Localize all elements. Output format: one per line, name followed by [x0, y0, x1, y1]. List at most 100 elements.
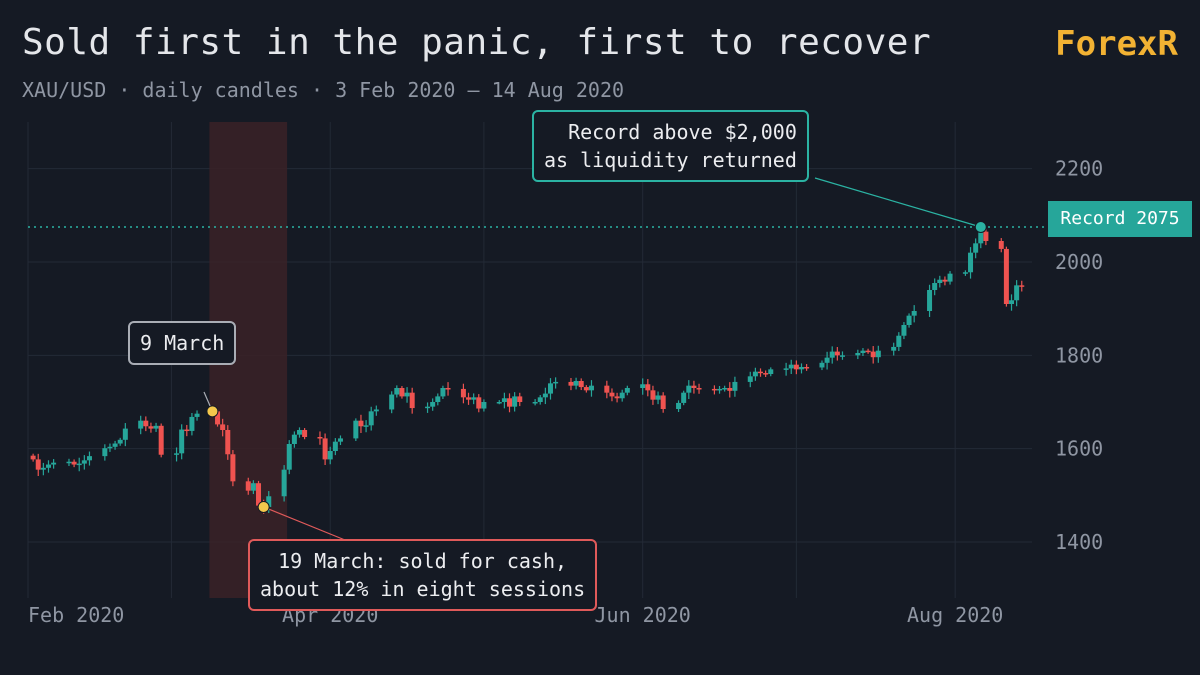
candle-body — [732, 381, 738, 391]
y-tick-label: 1800 — [1055, 343, 1103, 367]
candle-body — [614, 396, 620, 399]
candle-body — [839, 355, 845, 357]
march19-callout-line-1: 19 March: sold for cash, — [278, 549, 568, 573]
candle-body — [547, 383, 553, 394]
candle-body — [553, 381, 559, 384]
record-marker — [974, 221, 987, 233]
record-callout-line-1: Record above $2,000 — [568, 120, 797, 144]
candle-body — [650, 390, 656, 400]
candle-body — [532, 402, 538, 404]
candle-body — [399, 388, 405, 397]
candle-body — [466, 397, 472, 400]
chart-title: Sold first in the panic, first to recove… — [22, 22, 932, 63]
candle-body — [122, 428, 128, 440]
candle-body — [783, 368, 789, 370]
candle-body — [220, 424, 226, 430]
candle-body — [932, 283, 938, 290]
candle-body — [40, 467, 46, 470]
candle-body — [717, 388, 723, 391]
y-tick-label: 2000 — [1055, 250, 1103, 274]
x-tick-label: Feb 2020 — [28, 603, 124, 627]
candle-body — [542, 393, 548, 398]
candle-body — [496, 402, 502, 404]
candle-body — [76, 463, 82, 466]
candle-body — [937, 279, 943, 283]
candle-body — [691, 385, 697, 388]
record-callout-line-2: as liquidity returned — [544, 148, 797, 172]
candle-body — [798, 367, 804, 370]
candle-body — [829, 351, 835, 358]
candle-body — [184, 429, 190, 432]
candle-body — [481, 402, 487, 409]
candle-body — [573, 381, 579, 386]
candle-body — [588, 385, 594, 391]
candle-body — [640, 384, 646, 388]
candle-body — [865, 350, 871, 353]
candle-body — [112, 443, 118, 447]
candle-body — [86, 456, 92, 461]
candle-body — [245, 481, 251, 491]
candle-body — [327, 451, 333, 460]
candle-body — [676, 402, 682, 409]
candle-body — [1009, 300, 1015, 304]
candle-body — [686, 385, 692, 393]
candle-body — [102, 448, 108, 457]
candle-body — [215, 411, 221, 425]
candle-body — [752, 371, 758, 377]
candle-body — [445, 388, 451, 390]
candle-body — [947, 273, 953, 282]
candle-body — [332, 441, 338, 451]
candle-body — [337, 438, 343, 442]
candle-body — [824, 357, 830, 363]
candle-body — [722, 388, 728, 390]
candle-body — [158, 425, 164, 455]
candle-body — [768, 369, 774, 374]
candle-body — [860, 350, 866, 353]
candle-body — [179, 429, 185, 454]
candle-body — [266, 496, 272, 507]
candle-body — [256, 483, 262, 506]
candle-body — [788, 364, 794, 369]
candle-body — [138, 420, 144, 429]
candle-body — [230, 454, 236, 482]
candles — [30, 227, 1025, 514]
candle-body — [107, 446, 113, 449]
candle-body — [747, 376, 753, 382]
candle-body — [435, 396, 441, 402]
record-leader — [814, 177, 981, 228]
candle-body — [153, 425, 159, 429]
candle-body — [1014, 285, 1020, 301]
leader-lines — [203, 177, 981, 541]
candle-body — [425, 406, 431, 409]
candle-body — [793, 364, 799, 370]
candle-body — [896, 335, 902, 347]
record-badge: Record 2075 — [1048, 201, 1192, 237]
candle-body — [906, 315, 912, 325]
candle-body — [655, 395, 661, 400]
candle-body — [583, 387, 589, 391]
candle-body — [35, 459, 41, 470]
candle-body — [291, 434, 297, 444]
candle-body — [619, 392, 625, 399]
candle-body — [609, 392, 615, 397]
y-axis-ticks: 1400 1600 1800 2000 2200 — [1055, 157, 1103, 554]
march19-callout-line-2: about 12% in eight sessions — [260, 577, 586, 601]
candle-body — [973, 243, 979, 253]
candle-body — [537, 397, 543, 402]
candle-body — [225, 430, 231, 455]
candle-body — [430, 402, 436, 407]
candle-body — [302, 430, 308, 437]
candle-body — [476, 397, 482, 409]
candle-body — [194, 413, 200, 417]
candle-body — [1003, 248, 1009, 304]
candle-body — [45, 464, 51, 468]
candle-body — [819, 362, 825, 368]
candle-body — [901, 325, 907, 336]
candle-body — [875, 350, 881, 358]
candle-body — [891, 346, 897, 351]
candle-body — [804, 367, 810, 369]
candle-body — [317, 437, 323, 439]
candle-body — [727, 388, 733, 391]
candle-body — [250, 483, 256, 491]
candle-body — [911, 311, 917, 316]
